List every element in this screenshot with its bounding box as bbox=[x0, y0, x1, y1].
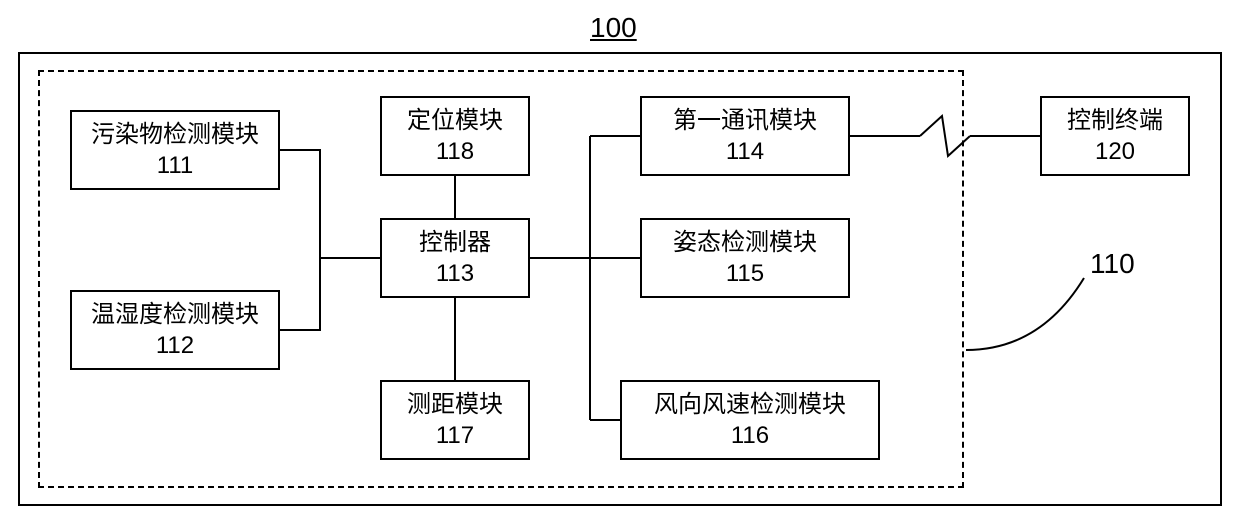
node-id: 113 bbox=[436, 258, 474, 289]
node-label: 测距模块 bbox=[407, 389, 503, 420]
node-id: 115 bbox=[726, 258, 764, 289]
node-label: 污染物检测模块 bbox=[91, 119, 259, 150]
node-controller: 控制器 113 bbox=[380, 218, 530, 298]
system-id-label: 100 bbox=[590, 12, 637, 44]
node-id: 116 bbox=[731, 420, 769, 451]
node-label: 定位模块 bbox=[407, 105, 503, 136]
node-temp-humidity-detection: 温湿度检测模块 112 bbox=[70, 290, 280, 370]
node-ranging: 测距模块 117 bbox=[380, 380, 530, 460]
node-wind-detection: 风向风速检测模块 116 bbox=[620, 380, 880, 460]
node-label: 温湿度检测模块 bbox=[91, 299, 259, 330]
node-first-comm: 第一通讯模块 114 bbox=[640, 96, 850, 176]
node-label: 风向风速检测模块 bbox=[654, 389, 846, 420]
node-id: 117 bbox=[436, 420, 474, 451]
node-id: 114 bbox=[726, 136, 764, 167]
node-label: 第一通讯模块 bbox=[673, 105, 817, 136]
node-id: 112 bbox=[156, 330, 194, 361]
subsystem-id-label: 110 bbox=[1090, 248, 1135, 280]
node-id: 120 bbox=[1095, 136, 1135, 167]
node-label: 姿态检测模块 bbox=[673, 227, 817, 258]
node-attitude-detection: 姿态检测模块 115 bbox=[640, 218, 850, 298]
node-pollutant-detection: 污染物检测模块 111 bbox=[70, 110, 280, 190]
node-id: 111 bbox=[157, 150, 193, 181]
node-positioning: 定位模块 118 bbox=[380, 96, 530, 176]
diagram-canvas: 100 污染物检测模块 111 温湿度检测模块 112 定位模块 118 控制器… bbox=[0, 0, 1240, 524]
node-id: 118 bbox=[436, 136, 474, 167]
node-label: 控制终端 bbox=[1067, 105, 1163, 136]
node-control-terminal: 控制终端 120 bbox=[1040, 96, 1190, 176]
node-label: 控制器 bbox=[419, 227, 491, 258]
